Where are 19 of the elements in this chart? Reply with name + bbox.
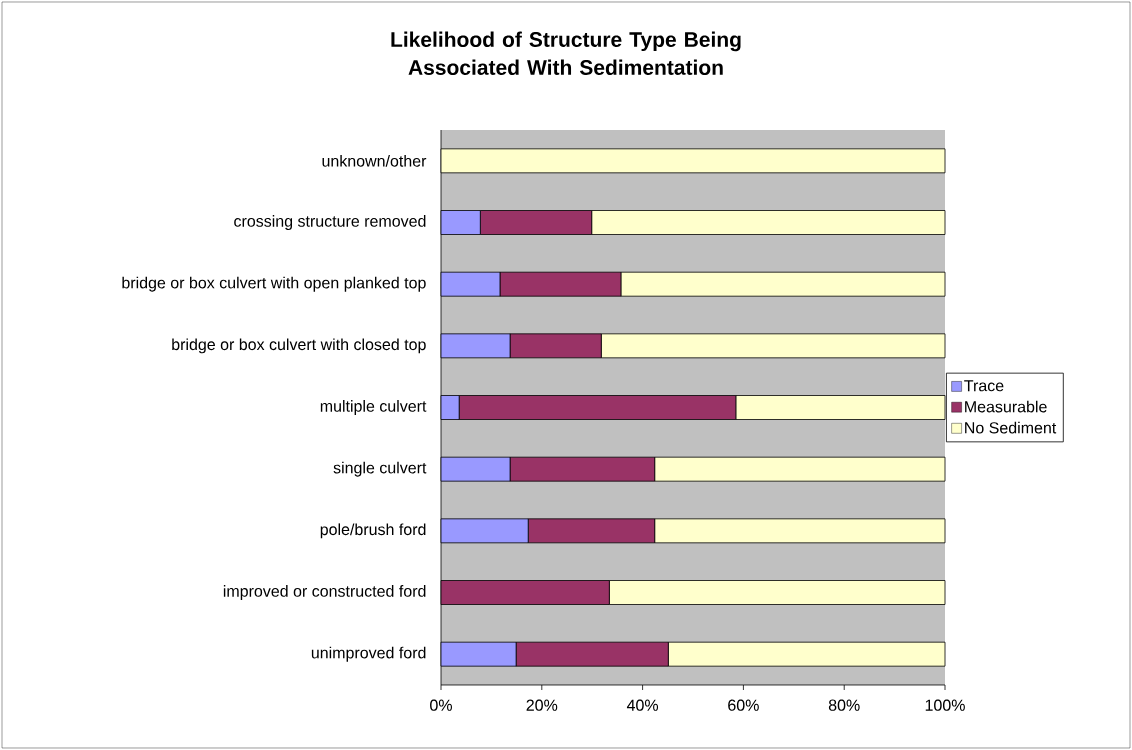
y-tick-label: unimproved ford [311,646,426,662]
y-tick-label: crossing structure removed [234,215,426,230]
chart-title: Likelihood of Structure Type Being Associated With Sedimentation [391,31,741,75]
x-tick-label: 20% [526,699,558,711]
y-tick-label: pole/brush ford [320,523,426,539]
x-tick-label: 100% [925,699,965,711]
y-tick-label: improved or constructed ford [223,585,426,600]
x-tick-label: 0% [430,699,452,711]
legend-label: No Sediment [965,421,1057,434]
y-tick-label: bridge or box culvert with closed top [172,338,426,354]
y-tick-label: unknown/other [322,154,427,167]
x-tick-label: 60% [728,699,759,711]
y-tick-label: bridge or box culvert with open planked top [122,276,426,292]
x-tick-label: 40% [626,699,659,711]
x-tick-label: 80% [828,699,860,711]
legend-label: Measurable [965,400,1047,413]
legend-label: Trace [964,380,1004,392]
y-tick-label: single culvert [333,461,427,477]
y-tick-label: multiple culvert [320,400,427,415]
